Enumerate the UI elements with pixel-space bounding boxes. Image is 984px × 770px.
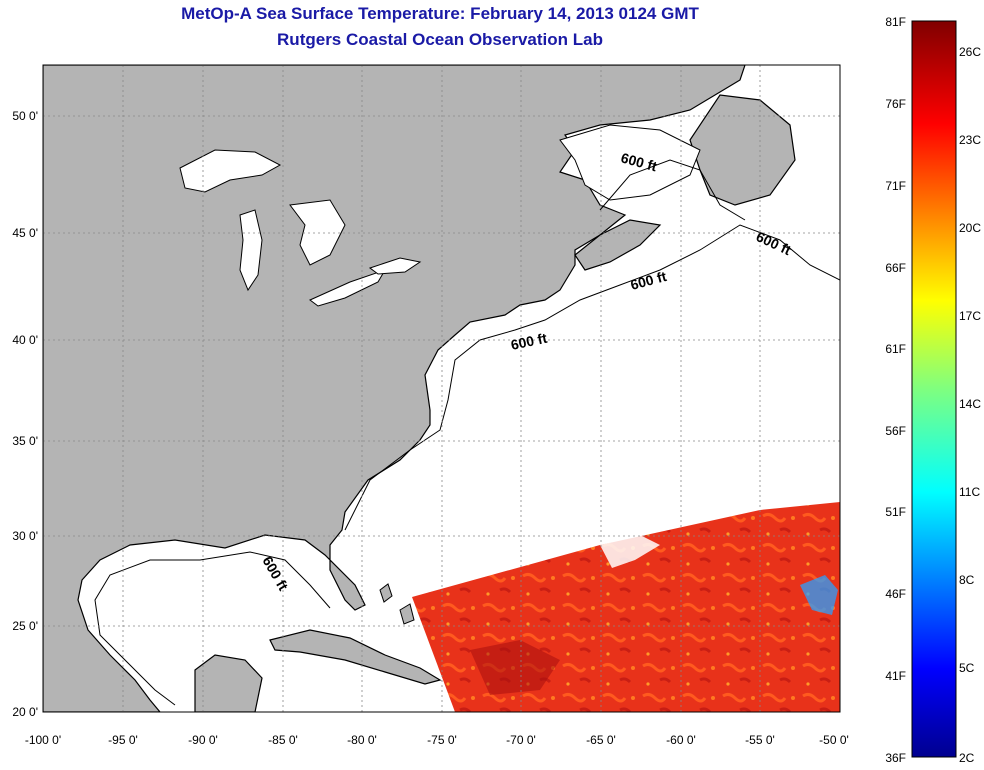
colorbar-f-label: 81F <box>885 15 906 29</box>
colorbar-c-label: 8C <box>959 573 975 587</box>
contour-label: 600 ft <box>509 330 548 353</box>
colorbar-f-label: 61F <box>885 342 906 356</box>
land-nova-scotia <box>574 219 662 271</box>
lake-huron <box>289 199 346 266</box>
lake-superior <box>179 149 282 193</box>
map-title: MetOp-A Sea Surface Temperature: Februar… <box>181 4 699 23</box>
lat-axis: 50 0' 45 0' 40 0' 35 0' 30 0' 25 0' 20 0… <box>12 109 38 719</box>
lat-tick-label: 35 0' <box>12 434 38 448</box>
colorbar-celsius-scale: 26C 23C 20C 17C 14C 11C 8C 5C 2C <box>959 45 981 765</box>
lon-tick-label: -70 0' <box>506 733 536 747</box>
lon-tick-label: -100 0' <box>25 733 61 747</box>
lake-erie <box>309 269 387 307</box>
contour-600ft-north <box>599 159 746 221</box>
lake-michigan <box>239 209 263 292</box>
lon-tick-label: -85 0' <box>268 733 298 747</box>
lon-axis: -100 0' -95 0' -90 0' -85 0' -80 0' -75 … <box>25 733 849 747</box>
map-subtitle: Rutgers Coastal Ocean Observation Lab <box>277 30 603 49</box>
gulf-st-lawrence <box>559 124 701 201</box>
colorbar-c-label: 11C <box>959 485 980 499</box>
sst-warm-patch <box>470 640 560 695</box>
lon-tick-label: -90 0' <box>188 733 218 747</box>
lon-tick-label: -50 0' <box>819 733 849 747</box>
contour-600ft-gulf <box>94 551 331 706</box>
lon-tick-label: -75 0' <box>427 733 457 747</box>
sst-cool-patch <box>800 575 838 615</box>
lon-tick-label: -80 0' <box>347 733 377 747</box>
contour-600ft-east <box>344 224 840 531</box>
land-bahamas <box>379 583 415 625</box>
land-cuba <box>269 629 442 685</box>
colorbar-c-label: 23C <box>959 133 981 147</box>
colorbar-c-label: 5C <box>959 661 975 675</box>
colorbar-c-label: 14C <box>959 397 981 411</box>
land-yucatan <box>194 654 263 712</box>
colorbar-c-label: 20C <box>959 221 981 235</box>
colorbar-f-label: 36F <box>885 751 906 765</box>
lat-tick-label: 45 0' <box>12 226 38 240</box>
colorbar-f-label: 71F <box>885 179 906 193</box>
lat-tick-label: 25 0' <box>12 619 38 633</box>
lon-tick-label: -55 0' <box>745 733 775 747</box>
colorbar-f-label: 56F <box>885 424 906 438</box>
colorbar-c-label: 26C <box>959 45 981 59</box>
lon-tick-label: -65 0' <box>586 733 616 747</box>
lat-tick-label: 50 0' <box>12 109 38 123</box>
lake-ontario <box>368 257 422 275</box>
lon-tick-label: -60 0' <box>666 733 696 747</box>
colorbar-f-label: 41F <box>885 669 906 683</box>
colorbar-fahrenheit-scale: 81F 76F 71F 66F 61F 56F 51F 46F 41F 36F <box>885 15 906 765</box>
colorbar-f-label: 46F <box>885 587 906 601</box>
colorbar-f-label: 66F <box>885 261 906 275</box>
colorbar-f-label: 76F <box>885 97 906 111</box>
colorbar-f-label: 51F <box>885 505 906 519</box>
colorbar-c-label: 2C <box>959 751 975 765</box>
land-north-america <box>43 65 746 712</box>
lat-tick-label: 20 0' <box>12 705 38 719</box>
lon-tick-label: -95 0' <box>108 733 138 747</box>
land-newfoundland <box>689 94 796 206</box>
lat-tick-label: 40 0' <box>12 333 38 347</box>
lat-tick-label: 30 0' <box>12 529 38 543</box>
sst-cloud-edge <box>600 535 660 568</box>
colorbar <box>911 20 957 758</box>
colorbar-c-label: 17C <box>959 309 981 323</box>
